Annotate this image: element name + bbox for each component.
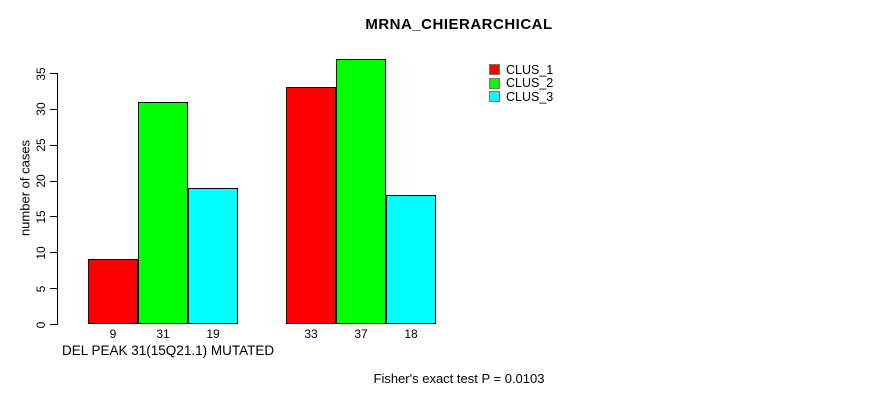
y-axis-tick-label: 35 [34, 66, 48, 81]
bar-value-label: 33 [304, 327, 318, 341]
legend: CLUS_1 CLUS_2 CLUS_3 [489, 63, 553, 104]
legend-label: CLUS_2 [506, 76, 554, 91]
y-axis-tick-label: 20 [34, 174, 48, 188]
y-axis-tick [50, 180, 57, 182]
y-axis-tick-label: 15 [34, 210, 48, 224]
y-axis-line [57, 73, 58, 325]
chart-title: MRNA_CHIERARCHICAL [365, 16, 553, 33]
bar-clus_2-group1 [138, 101, 188, 324]
y-axis-tick-label: 5 [34, 285, 48, 292]
legend-row-clus_3: CLUS_3 [489, 90, 553, 104]
bar-value-label: 19 [206, 327, 220, 341]
bar-value-label: 9 [109, 327, 117, 341]
x-axis-label: DEL PEAK 31(15Q21.1) MUTATED [62, 343, 275, 358]
y-axis-tick [50, 252, 57, 254]
y-axis-tick-label: 30 [34, 102, 48, 117]
legend-label: CLUS_1 [506, 62, 554, 77]
footnote: Fisher's exact test P = 0.0103 [373, 371, 545, 386]
y-axis-tick [50, 73, 57, 74]
bar-value-label: 37 [354, 327, 368, 341]
y-axis-tick [50, 144, 57, 146]
legend-row-clus_1: CLUS_1 [489, 63, 553, 77]
bar-clus_1-group1 [88, 259, 138, 324]
bar-value-label: 31 [156, 327, 170, 341]
y-axis-tick-label: 10 [34, 246, 48, 260]
bar-clus_3-group2 [386, 194, 436, 324]
legend-swatch-clus_3 [489, 91, 500, 103]
bar-value-label: 18 [404, 327, 418, 341]
bar-clus_3-group1 [188, 187, 238, 324]
y-axis-tick [50, 108, 57, 110]
y-axis-tick-label: 25 [34, 138, 48, 152]
y-axis-label: number of cases [17, 139, 33, 237]
legend-swatch-clus_2 [489, 77, 500, 89]
legend-row-clus_2: CLUS_2 [489, 76, 554, 91]
bar-clus_1-group2 [286, 87, 336, 324]
y-axis-tick [50, 216, 57, 218]
legend-swatch-clus_1 [489, 64, 500, 76]
legend-label: CLUS_3 [506, 89, 554, 104]
y-axis-tick [50, 324, 57, 325]
bar-clus_2-group2 [336, 58, 386, 324]
y-axis-tick-label: 0 [34, 321, 48, 328]
y-axis-tick [50, 288, 57, 290]
